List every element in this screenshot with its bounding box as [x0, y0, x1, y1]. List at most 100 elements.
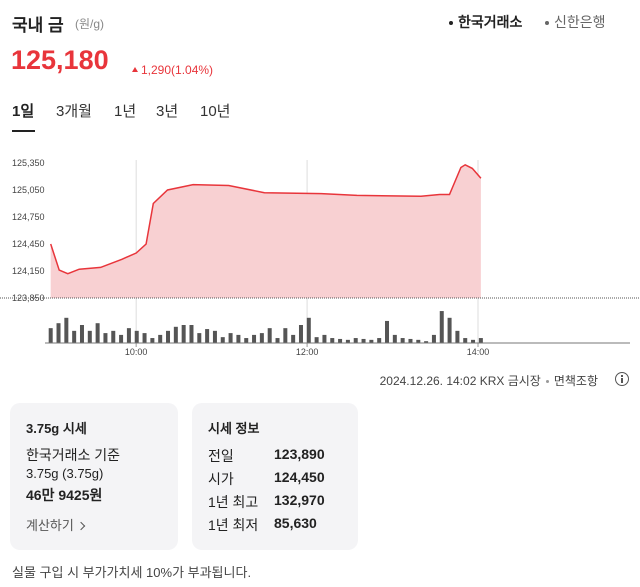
period-tab[interactable]: 10년	[200, 103, 231, 120]
volume-bar	[447, 317, 452, 343]
volume-bar	[424, 341, 429, 343]
volume-bar	[291, 334, 296, 343]
volume-bar	[111, 330, 116, 343]
chart: 10:00 12:00 14:00 125,350 125,050 124,750 124,…	[0, 158, 640, 357]
volume-bar	[369, 339, 374, 343]
source-label: 신한은행	[554, 14, 606, 30]
volume-bar	[416, 339, 421, 343]
volume-bar	[275, 338, 280, 343]
card-title: 시세 정보	[208, 421, 260, 436]
volume-bar	[212, 330, 217, 343]
volume-bar	[455, 330, 460, 343]
source-tab[interactable]: 신한은행	[545, 12, 606, 32]
unit: (원/g)	[75, 17, 105, 31]
tab-underline	[12, 130, 35, 132]
volume-bar	[377, 338, 382, 343]
timestamp: 2024.12.26. 14:02 KRX 금시장	[379, 374, 541, 388]
volume-bar	[236, 334, 241, 343]
volume-bar	[267, 328, 272, 343]
volume-bar	[126, 328, 131, 343]
y-tick-label: 124,150	[12, 266, 45, 276]
change-pct: (1.04%)	[171, 63, 214, 77]
period-tab[interactable]: 3개월	[56, 103, 92, 120]
source-tab[interactable]: 한국거래소	[449, 12, 522, 32]
volume-bar	[64, 317, 69, 343]
area-fill	[50, 164, 481, 298]
row-label: 전일	[208, 448, 234, 464]
volume-bar	[197, 333, 202, 343]
volume-bar	[72, 330, 77, 343]
up-arrow	[132, 67, 138, 72]
info-card: 시세 정보 전일 123,890 시가 124,450 1년 최고 132,970 1년 최…	[192, 403, 358, 550]
volume-bar	[471, 339, 476, 343]
volume-bar	[353, 338, 358, 343]
source-label: 한국거래소	[458, 14, 523, 30]
period-tab[interactable]: 1일	[12, 103, 35, 120]
change: 1,290	[141, 63, 172, 77]
volume-bar	[463, 338, 468, 343]
row-label: 시가	[208, 471, 234, 487]
y-tick-label: 125,050	[12, 185, 45, 195]
volume-bar	[314, 337, 319, 343]
volume-bar	[478, 338, 483, 343]
y-tick-label: 125,350	[12, 158, 45, 168]
meta: 2024.12.26. 14:02 KRX 금시장 면책조항	[380, 372, 598, 389]
x-tick-label: 14:00	[467, 347, 490, 357]
volume-bar	[56, 323, 61, 343]
link-label: 계산하기	[26, 518, 74, 533]
volume-bar	[166, 330, 171, 343]
volume-bar	[150, 338, 155, 343]
volume-bar	[345, 339, 350, 343]
price-change: 1,290(1.04%)	[132, 63, 213, 77]
volume-bar	[205, 329, 210, 343]
weight-card: 3.75g 시세 한국거래소 기준 3.75g (3.75g) 46만 9425…	[10, 403, 178, 550]
price-line	[49, 163, 482, 275]
volume-bar	[134, 330, 139, 343]
volume-bar	[298, 325, 303, 343]
volume-bar	[244, 338, 249, 343]
x-tick-label: 12:00	[296, 347, 319, 357]
row-value: 124,450	[274, 469, 325, 485]
volume-bar	[119, 334, 124, 343]
volume-bar	[385, 320, 390, 343]
y-tick-label: 124,750	[12, 212, 45, 222]
volume-bar	[158, 334, 163, 343]
volume-bar	[95, 323, 100, 343]
period-tab[interactable]: 1년	[114, 103, 137, 120]
volume-bar	[392, 334, 397, 343]
info-icon[interactable]	[615, 372, 629, 386]
disclaimer[interactable]: 면책조항	[553, 374, 598, 388]
volume-bar	[439, 311, 444, 343]
volume-bar	[228, 333, 233, 343]
y-tick-label: 124,450	[12, 239, 45, 249]
row-value: 123,890	[274, 446, 325, 462]
card-title: 3.75g 시세	[26, 421, 87, 436]
volume-bar	[173, 326, 178, 343]
volume-bar	[252, 334, 257, 343]
calc-link[interactable]: 계산하기	[26, 515, 86, 534]
basis: 한국거래소 기준	[26, 447, 121, 463]
volume-bar	[79, 325, 84, 343]
volume-bar	[103, 333, 108, 343]
volume-bar	[338, 338, 343, 343]
volume-bar	[87, 330, 92, 343]
volume-bar	[408, 338, 413, 343]
volume-bar	[361, 338, 366, 343]
amount: 46만 9425원	[26, 487, 103, 503]
volume-bar	[48, 328, 53, 343]
period-tab[interactable]: 3년	[156, 103, 179, 120]
row-label: 1년 최저	[208, 517, 259, 533]
price: 125,180	[11, 45, 109, 75]
row-label: 1년 최고	[208, 494, 259, 510]
volume-bar	[259, 333, 264, 343]
row-value: 85,630	[274, 515, 317, 531]
volume-bar	[220, 337, 225, 343]
volume-bar	[306, 317, 311, 343]
volume-bar	[189, 325, 194, 343]
weight: 3.75g (3.75g)	[26, 466, 104, 481]
volume-bar	[431, 334, 436, 343]
volume-bar	[400, 338, 405, 343]
volume-bar	[322, 334, 327, 343]
volume-bar	[330, 338, 335, 343]
